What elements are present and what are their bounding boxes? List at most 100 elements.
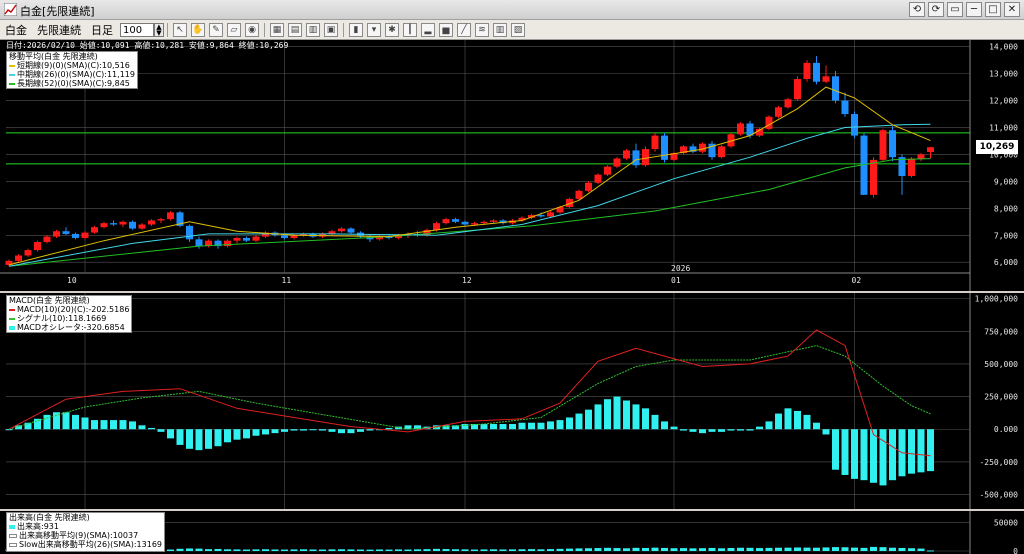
- oscillator-bar: [509, 424, 516, 430]
- toolbar-separator: [343, 22, 344, 37]
- candle-body: [72, 233, 79, 238]
- refresh-icon[interactable]: ⟳: [928, 2, 944, 17]
- volume-bar: [471, 549, 478, 551]
- volume-bar: [404, 549, 412, 551]
- ma-legend[interactable]: 移動平均(白金 先限連続) 短期線(9)(0)(SMA)(C):10,516 中…: [6, 51, 138, 89]
- volume-bar: [794, 547, 801, 551]
- minimize-button[interactable]: ─: [966, 2, 982, 17]
- chart-settings-icon[interactable]: ▦: [270, 22, 284, 37]
- oscillator-bar: [708, 429, 716, 432]
- close-button[interactable]: ✕: [1004, 2, 1020, 17]
- macd-tick-label: -250,000: [979, 458, 1018, 467]
- volume-bar: [195, 548, 203, 551]
- volume-icon[interactable]: ▂: [421, 22, 435, 37]
- candle-body: [822, 76, 830, 82]
- bar-chart-dropdown-icon[interactable]: ▾: [367, 22, 381, 37]
- signal-line: [8, 345, 931, 430]
- price-chart-pane[interactable]: 14,000 13,000 12,000 11,000 10,000 9,000 8,000…: [0, 40, 1024, 291]
- candle-body: [851, 114, 858, 136]
- oscillator-bar: [195, 429, 203, 451]
- table-icon[interactable]: ▤: [288, 22, 302, 37]
- oscillator-bar: [670, 426, 678, 430]
- candle-body: [756, 128, 763, 136]
- oscillator-bar: [917, 429, 925, 473]
- stats-icon[interactable]: ▨: [511, 22, 525, 37]
- bar-chart-icon[interactable]: ▮: [349, 22, 363, 37]
- grid-icon[interactable]: ▥: [306, 22, 320, 37]
- oscillator-bar: [651, 414, 659, 430]
- oscillator-bar: [927, 429, 934, 472]
- oscillator-bar: [699, 429, 706, 434]
- volume-bar: [784, 547, 792, 551]
- candle-body: [195, 239, 203, 247]
- oscillator-bar: [186, 429, 193, 449]
- commodity-selector[interactable]: 白金: [5, 23, 27, 37]
- oscillator-bar: [357, 429, 364, 432]
- maximize-button[interactable]: □: [985, 2, 1001, 17]
- contract-selector[interactable]: 先限連続: [37, 23, 81, 37]
- timeframe-selector[interactable]: 日足: [91, 23, 113, 37]
- oscillator-bar: [689, 429, 697, 432]
- ma-mid-label: 中期線(26)(0)(SMA)(C):11,119: [17, 70, 135, 79]
- volume-bar: [879, 547, 887, 551]
- oscillator-bar: [347, 429, 355, 434]
- period-spinner[interactable]: ▲ ▼: [154, 22, 164, 37]
- candle-body: [281, 235, 288, 238]
- oscillator-bar: [129, 421, 136, 430]
- line-chart-icon[interactable]: ╱: [457, 22, 471, 37]
- volume-bar: [756, 548, 763, 551]
- bars-icon[interactable]: ▥: [493, 22, 507, 37]
- oscillator-bar: [385, 427, 393, 430]
- candle-body: [784, 99, 792, 108]
- candle-body: [395, 235, 402, 238]
- price-chart: 14,000 13,000 12,000 11,000 10,000 9,000 8,000…: [0, 40, 1018, 291]
- ohlc-info: 日付:2026/02/10 始値:10,091 高値:10,281 安値:9,8…: [6, 41, 289, 50]
- period-input[interactable]: 100: [120, 22, 154, 37]
- volume-bar: [917, 548, 925, 551]
- hand-icon[interactable]: ✋: [191, 22, 205, 37]
- oscillator-bar: [119, 420, 127, 430]
- oscillator-bar: [138, 425, 146, 430]
- candle-body: [34, 242, 41, 251]
- restore-icon[interactable]: ▭: [947, 2, 963, 17]
- sync-icon[interactable]: ⟲: [909, 2, 925, 17]
- oscillator-bar: [737, 429, 744, 431]
- ruler-icon[interactable]: ▱: [227, 22, 241, 37]
- oscillator-bar: [547, 421, 554, 430]
- macd-row: MACD(10)(20)(C):-202.5186: [9, 305, 129, 314]
- macd-pane[interactable]: 1,000,000 750,000 500,000 250,000 0.000 -250,…: [0, 293, 1024, 509]
- volume-bar: [623, 548, 630, 551]
- indicator-icon[interactable]: ✱: [385, 22, 399, 37]
- volume-pane[interactable]: 50000 0: [0, 511, 1024, 554]
- candle-body: [110, 223, 117, 225]
- oscillator-bar: [518, 422, 526, 430]
- candle-icon[interactable]: ┃: [403, 22, 417, 37]
- candle-body: [24, 250, 32, 256]
- globe-icon[interactable]: ◉: [245, 22, 259, 37]
- candle-body: [157, 219, 165, 221]
- volume-legend[interactable]: 出来高(白金 先限連続) 出来高:931 出来高移動平均(9)(SMA):100…: [6, 512, 165, 552]
- candle-body: [746, 123, 754, 136]
- candle-body: [737, 123, 744, 135]
- oscillator-bar: [746, 429, 754, 431]
- oscillator-bar: [604, 399, 611, 430]
- volume-bar: [537, 549, 545, 551]
- candle-body: [727, 134, 735, 147]
- compare-icon[interactable]: ≋: [475, 22, 489, 37]
- volume-bar: [300, 549, 307, 551]
- candle-body: [860, 135, 868, 195]
- oscillator-bar: [271, 429, 279, 434]
- cursor-icon[interactable]: ↖: [173, 22, 187, 37]
- volume-bar: [433, 548, 440, 551]
- macd-legend[interactable]: MACD(白金 先限連続) MACD(10)(20)(C):-202.5186 …: [6, 295, 133, 333]
- oscillator-bar: [870, 429, 877, 483]
- volume-bar: [252, 549, 260, 551]
- candle-body: [442, 219, 450, 224]
- oscillator-bar: [414, 425, 421, 430]
- pencil-icon[interactable]: ✎: [209, 22, 223, 37]
- histogram-icon[interactable]: ▅: [439, 22, 453, 37]
- oscillator-bar: [176, 429, 184, 445]
- oscillator-bar: [471, 424, 478, 430]
- indicator-list-icon[interactable]: ▣: [324, 22, 338, 37]
- volume-bar: [528, 549, 535, 551]
